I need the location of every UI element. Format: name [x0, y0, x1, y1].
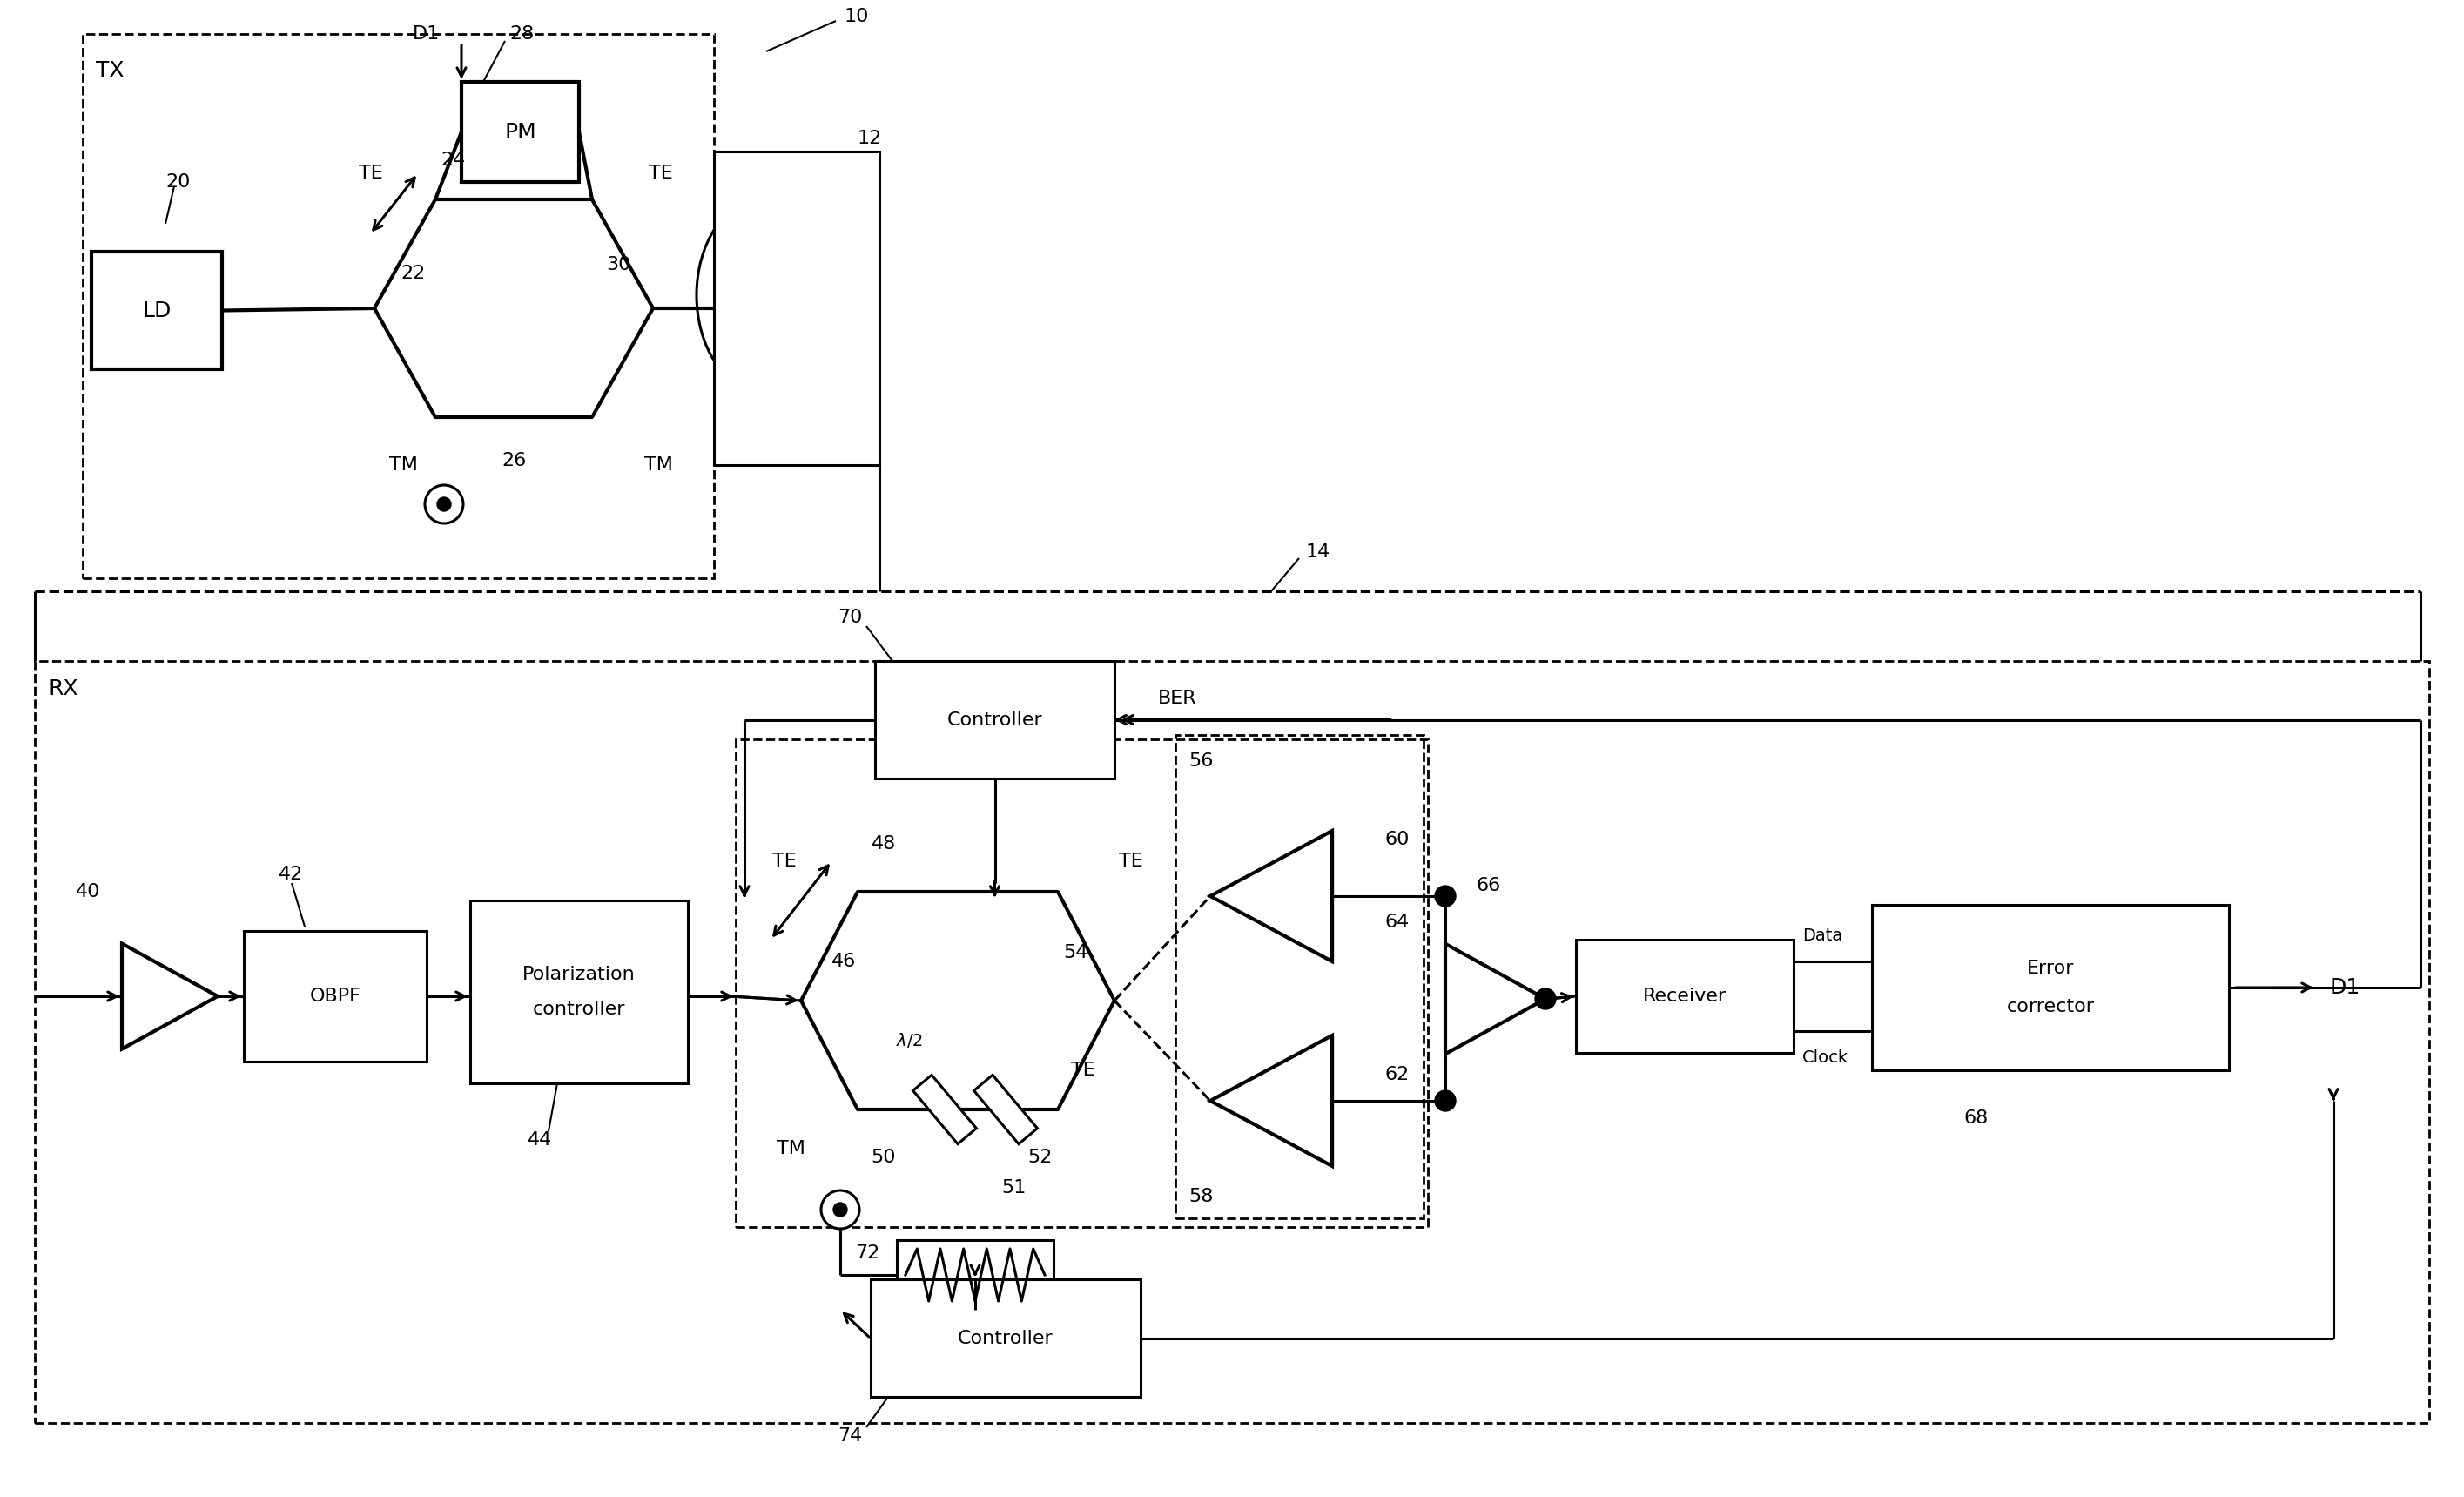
Bar [34, 662, 2430, 1424]
Text: 64: 64 [1385, 913, 1409, 931]
Text: Controller: Controller [946, 711, 1042, 729]
Text: $\lambda$/2: $\lambda$/2 [897, 1030, 924, 1049]
Text: 22: 22 [402, 265, 426, 281]
Text: 58: 58 [1188, 1187, 1212, 1205]
Text: 60: 60 [1385, 831, 1409, 849]
Text: D1: D1 [2328, 978, 2361, 998]
Circle shape [436, 497, 451, 510]
Text: 56: 56 [1188, 753, 1212, 769]
Polygon shape [973, 1075, 1037, 1144]
Text: OBPF: OBPF [310, 988, 360, 1004]
Polygon shape [914, 1075, 976, 1144]
Text: RX: RX [47, 678, 79, 699]
Text: Error: Error [2028, 960, 2075, 978]
Circle shape [1434, 1090, 1456, 1111]
Circle shape [833, 1202, 848, 1217]
Text: 74: 74 [838, 1427, 862, 1445]
Polygon shape [1210, 831, 1333, 961]
Bar [244, 931, 426, 1061]
Text: 70: 70 [838, 609, 862, 626]
Text: 46: 46 [830, 952, 855, 970]
Text: 42: 42 [278, 865, 303, 883]
Text: TE: TE [648, 165, 673, 183]
Text: 54: 54 [1064, 945, 1089, 961]
Text: 20: 20 [165, 174, 190, 190]
Polygon shape [121, 943, 217, 1049]
Text: 72: 72 [855, 1244, 880, 1262]
Text: TM: TM [643, 457, 673, 473]
Bar [875, 662, 1114, 778]
Text: 44: 44 [527, 1132, 552, 1148]
Text: 28: 28 [510, 25, 535, 43]
Text: 26: 26 [500, 452, 525, 470]
Text: TE: TE [1072, 1061, 1094, 1079]
Text: TE: TE [1119, 853, 1143, 870]
Text: Clock: Clock [1801, 1049, 1848, 1066]
Text: BER: BER [1158, 689, 1198, 707]
Text: 40: 40 [76, 883, 101, 901]
Bar [1175, 735, 1424, 1219]
Bar [870, 1280, 1141, 1397]
Text: Data: Data [1801, 927, 1843, 943]
Text: Receiver: Receiver [1643, 988, 1727, 1004]
Bar [1577, 940, 1794, 1052]
Bar [1873, 904, 2230, 1070]
Text: PM: PM [505, 121, 537, 142]
Circle shape [821, 1190, 860, 1229]
Text: 50: 50 [872, 1148, 897, 1166]
Text: TM: TM [389, 457, 419, 473]
Text: TE: TE [774, 853, 796, 870]
Text: Polarization: Polarization [522, 966, 636, 984]
Text: 48: 48 [872, 835, 897, 853]
Bar [737, 740, 1429, 1228]
Bar [471, 901, 687, 1084]
Text: 51: 51 [1003, 1180, 1027, 1196]
Text: Controller: Controller [958, 1329, 1055, 1347]
Text: 68: 68 [1964, 1109, 1988, 1127]
Ellipse shape [697, 199, 828, 391]
Text: corrector: corrector [2006, 998, 2094, 1015]
Text: TX: TX [96, 60, 123, 81]
Bar [84, 34, 715, 578]
Polygon shape [1210, 1036, 1333, 1166]
Text: 62: 62 [1385, 1066, 1409, 1084]
Circle shape [1535, 988, 1555, 1009]
Circle shape [1434, 886, 1456, 907]
Circle shape [424, 485, 463, 524]
Text: 66: 66 [1476, 877, 1501, 894]
Text: TM: TM [776, 1139, 806, 1157]
Text: D1: D1 [414, 25, 441, 43]
Polygon shape [1446, 943, 1545, 1054]
Bar [715, 151, 880, 466]
Text: TE: TE [360, 165, 382, 183]
Text: controller: controller [532, 1000, 626, 1018]
Bar [461, 82, 579, 183]
Text: 12: 12 [857, 130, 882, 147]
Text: 24: 24 [441, 151, 466, 169]
Text: LD: LD [143, 299, 172, 320]
Bar [897, 1240, 1055, 1310]
Text: 10: 10 [845, 7, 870, 25]
Text: 30: 30 [606, 256, 631, 274]
Bar [91, 251, 222, 370]
Text: 52: 52 [1027, 1148, 1052, 1166]
Text: 14: 14 [1306, 543, 1331, 561]
